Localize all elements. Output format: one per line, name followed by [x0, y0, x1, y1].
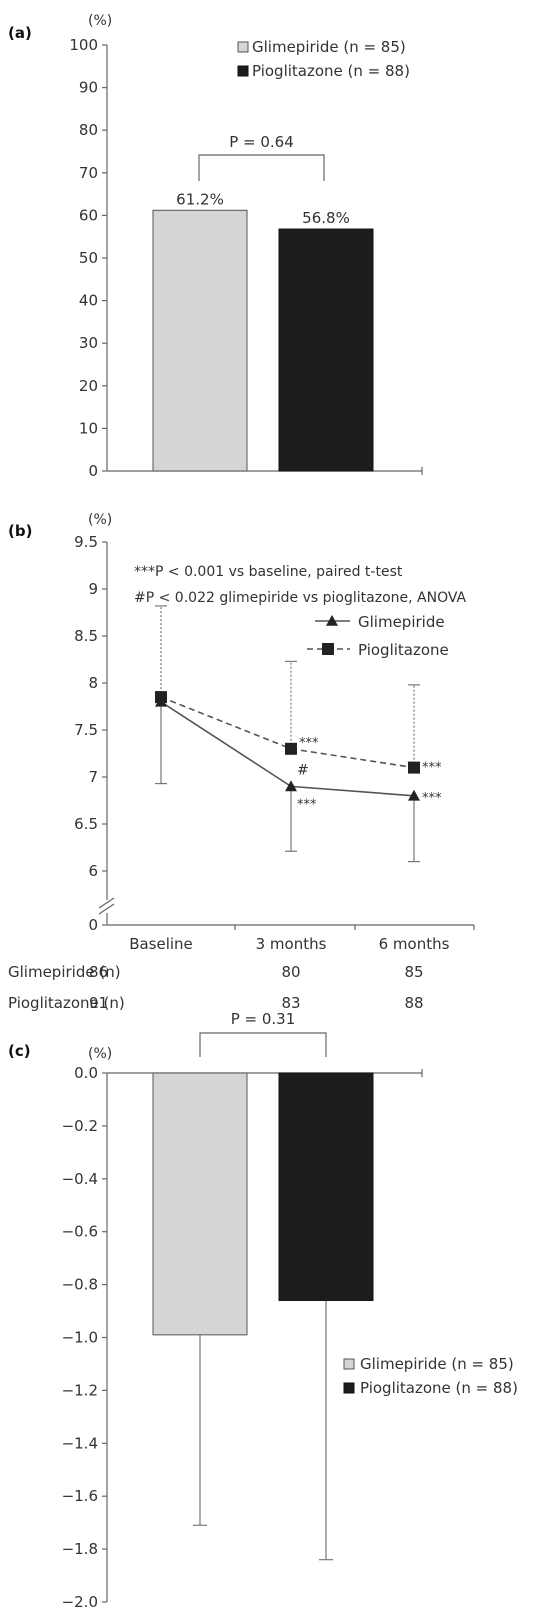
y-tick-label-c: −0.4: [62, 1170, 98, 1188]
y-tick-label-b: 6.5: [74, 815, 98, 833]
y-tick-label-a: 0: [88, 462, 98, 480]
n-table-cell: 83: [281, 994, 300, 1012]
point-pioglitazone: [408, 761, 420, 774]
y-tick-label-a: 30: [79, 334, 98, 352]
sig-mark-glimepiride: #: [297, 762, 309, 778]
y-tick-label-b: 6: [88, 862, 98, 880]
y-tick-label-c: −2.0: [62, 1593, 98, 1608]
n-table-cell: 88: [404, 994, 423, 1012]
sig-mark-pioglitazone: ***: [299, 736, 319, 751]
axis-break-mark-b: [98, 903, 115, 915]
legend-label-a: Glimepiride (n = 85): [252, 38, 406, 56]
footnote-b: #P < 0.022 glimepiride vs pioglitazone, …: [134, 590, 467, 606]
y-tick-label-b: 9: [88, 580, 98, 598]
legend-label-glimepiride: Glimepiride: [358, 613, 445, 631]
x-tick-label-b: 6 months: [379, 935, 450, 953]
legend-label-pioglitazone: Pioglitazone: [358, 641, 449, 659]
n-table-cell: 91: [89, 994, 108, 1012]
n-table-cell: 86: [89, 963, 108, 981]
y-tick-label-c: −0.8: [62, 1276, 98, 1294]
legend-swatch-c: [343, 1382, 355, 1394]
y-tick-label-c: −0.6: [62, 1223, 98, 1241]
y-tick-label-c: −0.2: [62, 1117, 98, 1135]
y-tick-label-a: 80: [79, 121, 98, 139]
legend-label-c: Glimepiride (n = 85): [360, 1355, 514, 1373]
y-tick-label-a: 40: [79, 292, 98, 310]
point-pioglitazone: [155, 691, 167, 704]
y-tick-label-b: 0: [88, 916, 98, 934]
y-tick-label-a: 100: [69, 36, 98, 54]
y-tick-label-b: 9.5: [74, 533, 98, 551]
sig-mark-glimepiride: ***: [297, 797, 317, 812]
sig-mark-pioglitazone: ***: [422, 761, 442, 776]
y-tick-label-c: −1.4: [62, 1434, 98, 1452]
n-table-row-label: Pioglitazone (n): [8, 994, 125, 1012]
bar-value-label-a: 61.2%: [176, 190, 224, 208]
y-tick-label-a: 20: [79, 377, 98, 395]
bar-c: [278, 1072, 374, 1301]
legend-label-a: Pioglitazone (n = 88): [252, 62, 410, 80]
y-tick-label-c: 0.0: [74, 1064, 98, 1082]
n-table-cell: 80: [281, 963, 300, 981]
p-value-label-a: P = 0.64: [229, 133, 294, 151]
footnote-b: ***P < 0.001 vs baseline, paired t-test: [134, 564, 403, 580]
panel-label-c: (c): [8, 1042, 31, 1060]
point-glimepiride: [408, 789, 420, 801]
legend-marker-pioglitazone: [322, 643, 334, 655]
y-tick-label-a: 50: [79, 249, 98, 267]
bar-c: [152, 1072, 248, 1336]
x-tick-label-b: 3 months: [256, 935, 327, 953]
legend-swatch-a: [237, 65, 249, 77]
x-tick-label-b: Baseline: [129, 935, 193, 953]
y-tick-label-a: 70: [79, 164, 98, 182]
legend-swatch-a: [237, 41, 249, 53]
y-unit-label-c: (%): [88, 1046, 112, 1062]
y-tick-label-a: 10: [79, 419, 98, 437]
series-line-pioglitazone: [160, 696, 415, 769]
y-tick-label-c: −1.2: [62, 1381, 98, 1399]
bar-a: [152, 209, 248, 472]
n-table-cell: 85: [404, 963, 423, 981]
y-tick-label-a: 60: [79, 206, 98, 224]
y-tick-label-c: −1.8: [62, 1540, 98, 1558]
bar-value-label-a: 56.8%: [302, 209, 350, 227]
sig-mark-glimepiride: ***: [422, 791, 442, 806]
y-tick-label-c: −1.0: [62, 1329, 98, 1347]
point-glimepiride: [285, 780, 297, 792]
y-tick-label-b: 8: [88, 674, 98, 692]
y-unit-label-b: (%): [88, 512, 112, 528]
bar-a: [278, 228, 374, 472]
significance-bracket-a: [198, 154, 325, 181]
y-unit-label-a: (%): [88, 13, 112, 29]
legend-label-c: Pioglitazone (n = 88): [360, 1379, 518, 1397]
y-tick-label-c: −1.6: [62, 1487, 98, 1505]
significance-bracket-c: [199, 1032, 327, 1057]
legend-swatch-c: [343, 1358, 355, 1370]
panel-label-b: (b): [8, 522, 32, 540]
y-tick-label-b: 7: [88, 768, 98, 786]
axis-break-mark-b: [98, 897, 115, 909]
y-tick-label-b: 7.5: [74, 721, 98, 739]
n-table-row-label: Glimepiride (n): [8, 963, 121, 981]
p-value-label-c: P = 0.31: [231, 1010, 296, 1028]
y-tick-label-a: 90: [79, 79, 98, 97]
y-tick-label-b: 8.5: [74, 627, 98, 645]
point-pioglitazone: [285, 742, 297, 755]
legend-marker-glimepiride: [326, 615, 338, 626]
panel-label-a: (a): [8, 24, 32, 42]
